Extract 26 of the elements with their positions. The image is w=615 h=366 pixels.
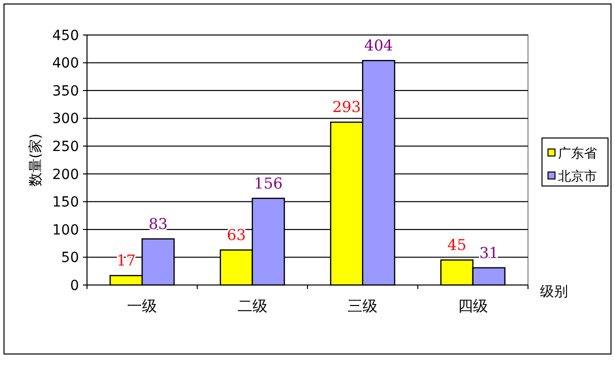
legend-label: 广东省 [558,146,597,162]
data-label: 156 [254,174,283,192]
y-tick-label: 300 [52,111,79,128]
y-tick-label: 250 [52,139,79,156]
x-tick-label: 三级 [348,297,378,315]
y-tick-label: 450 [52,28,79,44]
y-tick-label: 150 [52,194,79,211]
data-label: 83 [148,214,168,233]
y-tick-label: 50 [61,250,79,266]
x-tick-label: 一级 [127,297,158,315]
y-tick-label: 400 [52,56,79,72]
data-label: 404 [364,36,393,55]
data-label: 17 [116,252,136,270]
y-tick-label: 100 [52,222,79,238]
y-axis-title: 数量(家) [28,134,44,186]
data-label: 293 [332,98,361,116]
y-tick-label: 0 [70,278,79,294]
data-label: 31 [479,244,498,262]
x-tick-label: 四级 [458,297,488,315]
legend-label: 北京市 [558,170,597,185]
x-axis-title: 级别 [540,284,568,300]
y-tick-label: 350 [52,83,79,100]
y-tick-label: 200 [52,166,79,183]
data-label: 63 [226,226,246,244]
x-tick-label: 二级 [237,297,268,315]
data-label: 45 [447,236,466,254]
